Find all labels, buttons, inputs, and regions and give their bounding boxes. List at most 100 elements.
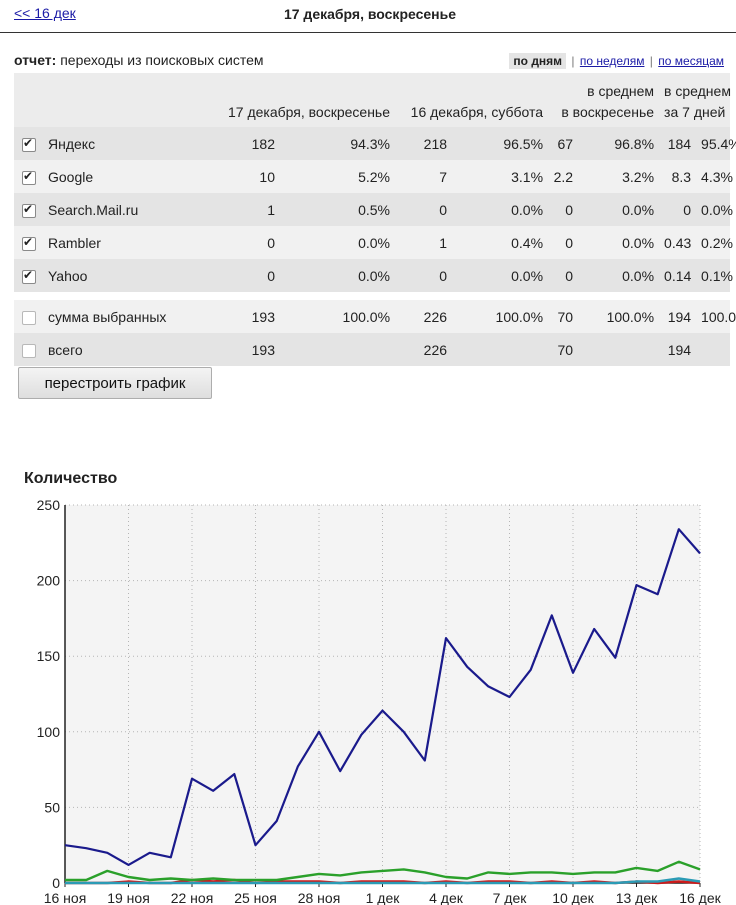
cell-percent: 0.0% [452, 259, 549, 292]
cell-value: 218 [395, 127, 453, 160]
cell-percent: 0.1% [696, 259, 733, 292]
table-header-row: 17 декабря, воскресенье 16 декабря, субб… [14, 73, 731, 127]
x-tick-label: 28 ноя [298, 890, 341, 905]
y-tick-label: 150 [37, 648, 61, 664]
row-name: сумма выбранных [44, 300, 172, 333]
row-checkbox[interactable] [22, 268, 36, 284]
cell-percent: 100.0% [280, 300, 396, 333]
cell-percent: 3.1% [452, 160, 549, 193]
row-checkbox[interactable] [22, 169, 36, 185]
cell-percent: 100.0% [696, 300, 736, 333]
x-tick-label: 7 дек [493, 890, 528, 905]
row-checkbox[interactable] [22, 343, 36, 358]
cell-value: 184 [659, 127, 697, 160]
table-row: Rambler 0 0.0% 1 0.4% 0 0.0% 0.43 0.2% [14, 226, 733, 259]
chart-title: Количество [24, 470, 118, 487]
plot-area [65, 505, 700, 883]
prev-day-link[interactable]: << 16 дек [14, 5, 76, 21]
cell-value: 0 [395, 259, 453, 292]
x-tick-label: 13 дек [616, 890, 658, 905]
cell-value: 194 [659, 333, 697, 366]
period-switch: по дням | по неделям | по месяцам [509, 53, 724, 69]
col-header-avg-7days: в среднем за 7 дней [659, 73, 731, 127]
x-tick-label: 1 дек [366, 890, 401, 905]
col-header-avg-weekday-line1: в среднем [587, 83, 655, 99]
total-row: всего 193 226 70 194 [14, 333, 731, 366]
cell-value: 0 [548, 193, 579, 226]
period-separator: | [649, 54, 653, 68]
period-days[interactable]: по дням [509, 53, 567, 69]
stats-table: 17 декабря, воскресенье 16 декабря, субб… [14, 73, 736, 366]
cell-percent: 0.0% [578, 193, 660, 226]
top-nav: << 16 дек 17 декабря, воскресенье [0, 0, 736, 33]
line-chart: 0 50 100 150 200 250 16 ноя 19 ноя 22 ноя 25 ноя 2… [37, 497, 722, 905]
row-checkbox[interactable] [22, 310, 36, 325]
x-tick-label: 16 дек [679, 890, 721, 905]
table-row: Google 10 5.2% 7 3.1% 2.2 3.2% 8.3 4.3% [14, 160, 733, 193]
cell-value: 226 [395, 333, 453, 366]
col-header-today: 17 декабря, воскресенье [172, 73, 396, 127]
cell-value: 1 [172, 193, 280, 226]
cell-value: 1 [395, 226, 453, 259]
cell-value: 10 [172, 160, 280, 193]
cell-percent: 100.0% [452, 300, 549, 333]
report-name: переходы из поисковых систем [60, 52, 264, 68]
series-line-mail [65, 877, 701, 885]
table-row: Search.Mail.ru 1 0.5% 0 0.0% 0 0.0% 0 0.… [14, 193, 733, 226]
cell-value: 0 [548, 226, 579, 259]
sum-row: сумма выбранных 193 100.0% 226 100.0% 70… [14, 300, 736, 333]
cell-percent: 0.0% [280, 259, 396, 292]
y-tick-label: 50 [44, 799, 60, 815]
table-row: Яндекс 182 94.3% 218 96.5% 67 96.8% 184 … [14, 127, 736, 160]
cell-percent: 0.0% [452, 193, 549, 226]
period-weeks[interactable]: по неделям [579, 54, 645, 68]
cell-percent: 0.0% [578, 226, 660, 259]
cell-value: 0 [172, 259, 280, 292]
report-label: отчет: [14, 52, 57, 68]
cell-value: 8.3 [659, 160, 697, 193]
cell-value: 2.2 [548, 160, 579, 193]
cell-percent: 96.5% [452, 127, 549, 160]
page-title: 17 декабря, воскресенье [283, 6, 457, 22]
cell-percent: 95.4% [696, 127, 736, 160]
y-tick-label: 0 [52, 875, 60, 891]
row-name: Google [44, 160, 172, 193]
row-name: всего [44, 333, 172, 366]
row-checkbox[interactable] [22, 202, 36, 218]
x-tick-label: 4 дек [429, 890, 464, 905]
cell-value: 0 [659, 193, 697, 226]
cell-value: 226 [395, 300, 453, 333]
cell-value: 0.14 [659, 259, 697, 292]
period-months[interactable]: по месяцам [658, 54, 724, 68]
row-checkbox[interactable] [22, 235, 36, 251]
x-tick-label: 16 ноя [44, 890, 87, 905]
col-header-avg-weekday: в среднем в воскресенье [548, 73, 660, 127]
cell-value: 67 [548, 127, 579, 160]
cell-percent: 5.2% [280, 160, 396, 193]
cell-value: 70 [548, 333, 579, 366]
y-tick-label: 100 [37, 724, 61, 740]
row-name: Яндекс [44, 127, 172, 160]
cell-percent: 4.3% [696, 160, 733, 193]
x-tick-label: 10 дек [552, 890, 594, 905]
cell-percent: 0.4% [452, 226, 549, 259]
col-header-avg-7days-line2: за 7 дней [664, 104, 726, 120]
cell-percent: 0.0% [696, 193, 733, 226]
x-tick-label: 19 ноя [107, 890, 150, 905]
cell-value: 193 [172, 300, 280, 333]
x-tick-label: 22 ноя [171, 890, 214, 905]
cell-value: 0 [395, 193, 453, 226]
cell-percent: 100.0% [578, 300, 660, 333]
cell-percent: 0.5% [280, 193, 396, 226]
cell-value: 0 [548, 259, 579, 292]
cell-value: 0 [172, 226, 280, 259]
table-row: Yahoo 0 0.0% 0 0.0% 0 0.0% 0.14 0.1% [14, 259, 733, 292]
col-header-avg-7days-line1: в среднем [664, 83, 731, 99]
series-line-yandex [64, 528, 701, 866]
rebuild-chart-button[interactable]: перестроить график [18, 367, 212, 399]
row-name: Search.Mail.ru [44, 193, 172, 226]
cell-value: 70 [548, 300, 579, 333]
row-name: Yahoo [44, 259, 172, 292]
series-line-google [65, 860, 701, 882]
row-checkbox[interactable] [22, 136, 36, 152]
